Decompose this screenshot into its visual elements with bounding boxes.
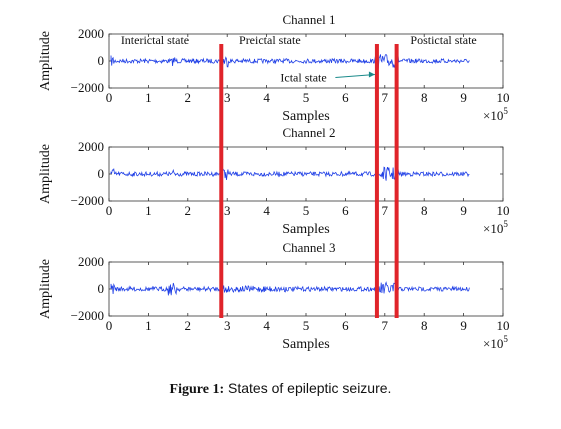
state-label: Interictal state: [121, 33, 189, 47]
y-tick-label: 0: [98, 53, 105, 68]
signal-trace: [111, 167, 469, 181]
x-tick-label: 0: [106, 203, 113, 218]
x-tick-label: 6: [342, 90, 349, 105]
x-tick-label: 6: [342, 203, 349, 218]
x-tick-label: 3: [224, 90, 231, 105]
x-tick-label: 7: [382, 318, 389, 333]
eeg-figure: Channel 10 1 2 3 4 5 6 7 8 9 1020000−2000Amplitude…: [0, 0, 561, 380]
y-axis-label: Amplitude: [38, 259, 53, 319]
x-tick-label: 0: [106, 318, 113, 333]
state-label: Postictal state: [410, 33, 476, 47]
x-tick-label: 4: [263, 318, 270, 333]
x-tick-label: 1: [145, 318, 152, 333]
y-tick-label: 0: [98, 281, 105, 296]
channel-panel-3: Channel 30 1 2 3 4 5 6 7 8 9 1020000−2000Amplitude…: [38, 240, 510, 352]
x-axis-exponent: 5: [503, 334, 508, 344]
x-tick-label: 5: [303, 318, 310, 333]
state-label: Preictal state: [239, 33, 301, 47]
x-tick-label: 5: [303, 90, 310, 105]
panel-title: Channel 1: [282, 12, 335, 27]
x-tick-label: 2: [185, 203, 192, 218]
x-tick-label: 4: [263, 203, 270, 218]
x-tick-label: 7: [382, 203, 389, 218]
x-tick-label: 8: [421, 90, 428, 105]
channel-panel-1: Channel 10 1 2 3 4 5 6 7 8 9 1020000−2000Amplitude…: [38, 12, 510, 124]
x-tick-label: 9: [460, 203, 467, 218]
figure-caption: Figure 1: States of epileptic seizure.: [0, 380, 561, 398]
y-axis-label: Amplitude: [38, 31, 53, 91]
x-axis-exponent: 5: [503, 219, 508, 229]
y-tick-label: 2000: [78, 26, 104, 41]
x-tick-label: 10: [497, 90, 510, 105]
x-tick-label: 1: [145, 203, 152, 218]
x-tick-label: 3: [224, 203, 231, 218]
y-tick-label: −2000: [71, 193, 104, 208]
caption-text: States of epileptic seizure.: [224, 380, 391, 396]
y-tick-label: 2000: [78, 139, 104, 154]
y-axis-label: Amplitude: [38, 144, 53, 204]
x-tick-label: 2: [185, 90, 192, 105]
x-tick-label: 0: [106, 90, 113, 105]
signal-trace: [111, 282, 469, 295]
y-tick-label: −2000: [71, 308, 104, 323]
x-tick-label: 1: [145, 90, 152, 105]
signal-trace: [111, 54, 469, 67]
x-axis-exponent: 5: [503, 106, 508, 116]
x-axis-multiplier: ×105: [483, 106, 508, 123]
channel-panel-2: Channel 20 1 2 3 4 5 6 7 8 9 1020000−2000Amplitude…: [38, 125, 510, 237]
x-tick-label: 4: [263, 90, 270, 105]
x-tick-label: 2: [185, 318, 192, 333]
x-tick-label: 6: [342, 318, 349, 333]
x-axis-label: Samples: [282, 337, 329, 352]
x-tick-label: 9: [460, 90, 467, 105]
panel-title: Channel 3: [282, 240, 335, 255]
x-axis-label: Samples: [282, 222, 329, 237]
x-tick-label: 10: [497, 203, 510, 218]
state-label: Ictal state: [280, 71, 326, 85]
x-axis-multiplier: ×105: [483, 219, 508, 236]
y-tick-label: 2000: [78, 254, 104, 269]
x-tick-label: 7: [382, 90, 389, 105]
caption-label: Figure 1:: [170, 382, 225, 397]
x-tick-label: 10: [497, 318, 510, 333]
panel-title: Channel 2: [282, 125, 335, 140]
x-tick-label: 8: [421, 318, 428, 333]
x-tick-label: 5: [303, 203, 310, 218]
x-tick-label: 9: [460, 318, 467, 333]
x-axis-multiplier: ×105: [483, 334, 508, 351]
x-axis-label: Samples: [282, 109, 329, 124]
y-tick-label: −2000: [71, 80, 104, 95]
ictal-arrow-head: [369, 72, 375, 78]
y-tick-label: 0: [98, 166, 105, 181]
x-tick-label: 8: [421, 203, 428, 218]
x-tick-label: 3: [224, 318, 231, 333]
